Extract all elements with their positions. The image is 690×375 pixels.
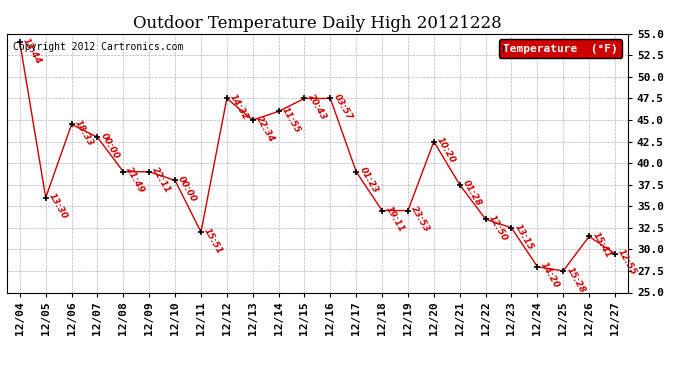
Text: 18:33: 18:33 (73, 118, 95, 148)
Text: 00:00: 00:00 (177, 175, 199, 204)
Text: 15:28: 15:28 (564, 265, 586, 294)
Text: 11:55: 11:55 (280, 106, 302, 135)
Text: 22:34: 22:34 (254, 114, 276, 144)
Text: 12:55: 12:55 (616, 248, 638, 277)
Text: 22:11: 22:11 (150, 166, 172, 195)
Text: 15:41: 15:41 (591, 231, 613, 260)
Text: 01:28: 01:28 (461, 179, 483, 208)
Text: 14:20: 14:20 (539, 261, 561, 290)
Text: 13:15: 13:15 (513, 222, 535, 251)
Text: 12:50: 12:50 (487, 213, 509, 243)
Text: 01:23: 01:23 (357, 166, 380, 195)
Text: 21:49: 21:49 (125, 166, 147, 195)
Text: 23:53: 23:53 (409, 205, 431, 234)
Text: 20:43: 20:43 (306, 93, 328, 122)
Text: 10:20: 10:20 (435, 136, 457, 165)
Title: Outdoor Temperature Daily High 20121228: Outdoor Temperature Daily High 20121228 (133, 15, 502, 32)
Legend: Temperature  (°F): Temperature (°F) (499, 39, 622, 58)
Text: 14:32: 14:32 (228, 93, 250, 122)
Text: 03:57: 03:57 (332, 93, 354, 122)
Text: 19:11: 19:11 (384, 205, 406, 234)
Text: 15:51: 15:51 (202, 226, 224, 256)
Text: 13:30: 13:30 (47, 192, 69, 221)
Text: 13:44: 13:44 (21, 37, 43, 66)
Text: Copyright 2012 Cartronics.com: Copyright 2012 Cartronics.com (13, 42, 184, 51)
Text: 00:00: 00:00 (99, 132, 121, 161)
